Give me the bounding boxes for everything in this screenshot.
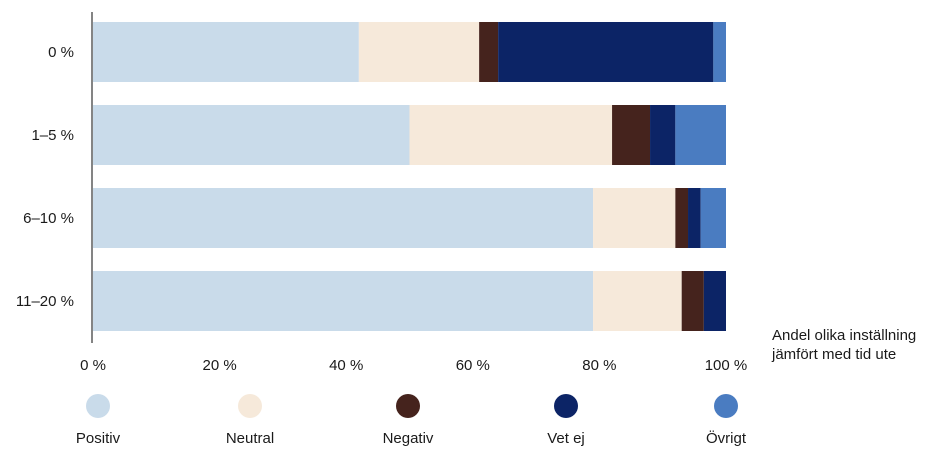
legend-label: Vet ej (547, 430, 585, 447)
bar-segment-neutral-2 (593, 188, 676, 248)
bar-segment-vet-ej-1 (650, 105, 676, 165)
bar-segment-vet-ej-3 (703, 271, 726, 331)
category-label: 0 % (48, 44, 74, 61)
axis-title-line-2: jämfört med tid ute (772, 346, 897, 363)
x-tick-label: 40 % (329, 357, 363, 374)
bar-segment--vrigt-2 (700, 188, 726, 248)
bar-segment-positiv-3 (93, 271, 594, 331)
bar-segment-neutral-1 (409, 105, 613, 165)
x-tick-label: 60 % (456, 357, 490, 374)
bar-segment-vet-ej-0 (498, 22, 714, 82)
bar-segment-neutral-0 (358, 22, 480, 82)
bar-segment--vrigt-1 (675, 105, 726, 165)
bar-segment-vet-ej-2 (688, 188, 701, 248)
x-tick-label: 80 % (582, 357, 616, 374)
axis-title-line-1: Andel olika inställning (772, 327, 917, 344)
bar-segment-positiv-0 (93, 22, 359, 82)
legend-swatch (396, 394, 420, 418)
legend-swatch (238, 394, 262, 418)
bar-segment-negativ-1 (612, 105, 651, 165)
x-axis-ticks: 0 % 20 % 40 % 60 % 80 % 100 % (80, 357, 747, 374)
category-label: 11–20 % (16, 293, 74, 310)
bars-group (93, 22, 726, 331)
legend-swatch (86, 394, 110, 418)
bar-segment--vrigt-0 (713, 22, 726, 82)
legend-label: Negativ (382, 430, 434, 447)
legend-label: Positiv (75, 430, 121, 447)
legend-label: Neutral (225, 430, 275, 447)
legend-item: Övrigt (666, 394, 786, 447)
x-tick-label: 100 % (705, 357, 748, 374)
bar-segment-negativ-3 (681, 271, 704, 331)
bar-segment-positiv-2 (93, 188, 594, 248)
x-tick-label: 0 % (80, 357, 106, 374)
x-tick-label: 20 % (202, 357, 236, 374)
bar-segment-negativ-0 (479, 22, 499, 82)
legend-item: Neutral (190, 394, 310, 447)
legend-swatch (554, 394, 578, 418)
category-labels: 0 % 1–5 % 6–10 % 11–20 % (16, 44, 74, 310)
bar-segment-positiv-1 (93, 105, 410, 165)
bar-segment-negativ-2 (675, 188, 689, 248)
axis-title: Andel olika inställning jämfört med tid … (772, 326, 938, 364)
legend-label: Övrigt (705, 430, 746, 447)
legend-item: Vet ej (506, 394, 626, 447)
category-label: 6–10 % (23, 210, 74, 227)
category-label: 1–5 % (31, 127, 74, 144)
legend-item: Negativ (348, 394, 468, 447)
legend-swatch (714, 394, 738, 418)
legend-item: Positiv (38, 394, 158, 447)
bar-segment-neutral-3 (593, 271, 682, 331)
